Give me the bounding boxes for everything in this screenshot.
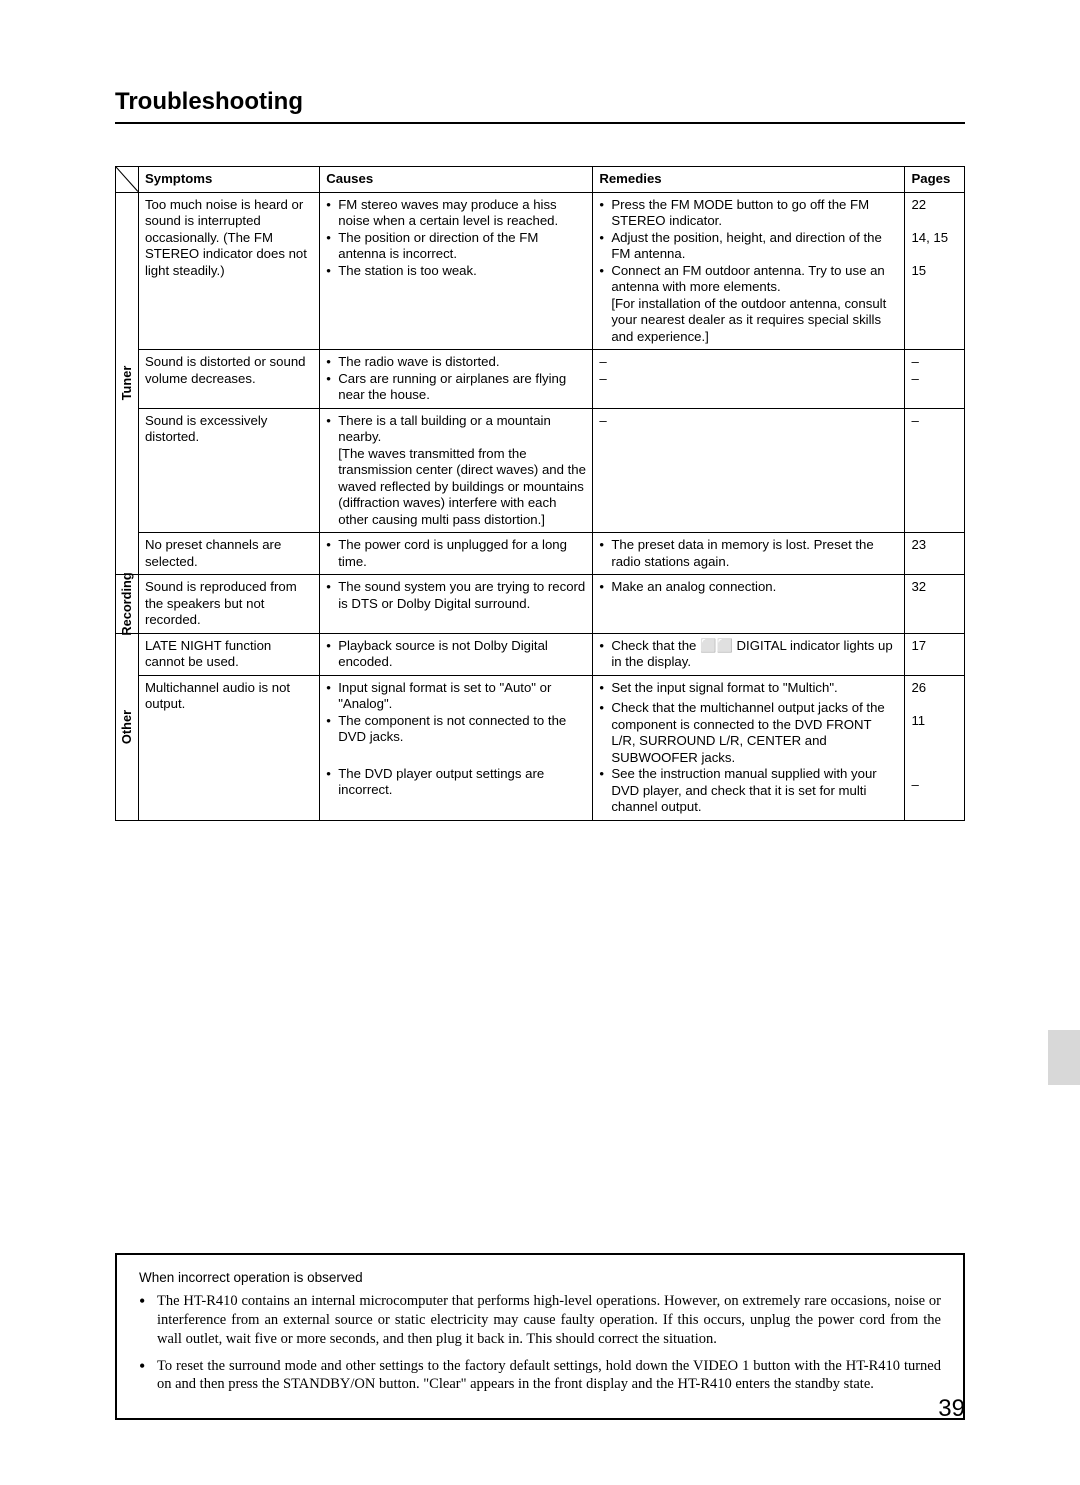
cause-cell: There is a tall building or a mountain n…	[320, 408, 593, 533]
page-title: Troubleshooting	[115, 88, 965, 124]
cause-cell: Input signal format is set to "Auto" or …	[320, 675, 593, 820]
table-header-row: Symptoms Causes Remedies Pages	[116, 167, 965, 193]
remedy-item: The preset data in memory is lost. Prese…	[611, 537, 898, 570]
cause-item: The power cord is unplugged for a long t…	[338, 537, 586, 570]
cause-item: Cars are running or airplanes are flying…	[338, 371, 586, 404]
cause-cell: The radio wave is distorted. Cars are ru…	[320, 350, 593, 409]
page-ref: 15	[911, 263, 958, 280]
cause-cell: FM stereo waves may produce a hiss noise…	[320, 192, 593, 350]
pages-cell: –	[905, 408, 965, 533]
table-row: No preset channels are selected. The pow…	[116, 533, 965, 575]
remedy-cell: Make an analog connection.	[593, 575, 905, 634]
table-row: Other LATE NIGHT function cannot be used…	[116, 633, 965, 675]
remedy-cell: –	[593, 408, 905, 533]
page-ref: 22	[911, 197, 958, 214]
cause-item: The radio wave is distorted.	[338, 354, 586, 371]
note-item: The HT-R410 contains an internal microco…	[157, 1292, 941, 1349]
diag-header-cell	[116, 167, 139, 193]
cause-cell: Playback source is not Dolby Digital enc…	[320, 633, 593, 675]
remedy-cell: Set the input signal format to "Multich"…	[593, 675, 905, 820]
remedy-cell: Check that the ⬜⬜ DIGITAL indicator ligh…	[593, 633, 905, 675]
note-box: When incorrect operation is observed The…	[115, 1253, 965, 1421]
symptom-cell: Sound is reproduced from the speakers bu…	[138, 575, 319, 634]
table-row: Multichannel audio is not output. Input …	[116, 675, 965, 820]
page-ref: –	[911, 777, 958, 794]
symptom-cell: Sound is distorted or sound volume decre…	[138, 350, 319, 409]
troubleshooting-table: Symptoms Causes Remedies Pages Tuner Too…	[115, 166, 965, 821]
header-pages: Pages	[905, 167, 965, 193]
category-cell-tuner: Tuner	[116, 192, 139, 575]
symptom-cell: LATE NIGHT function cannot be used.	[138, 633, 319, 675]
page-ref: –	[911, 371, 958, 388]
category-cell-other: Other	[116, 633, 139, 820]
pages-cell: 17	[905, 633, 965, 675]
pages-cell: 32	[905, 575, 965, 634]
pages-cell: 26 11 –	[905, 675, 965, 820]
dash: –	[599, 354, 898, 371]
table-row: Sound is excessively distorted. There is…	[116, 408, 965, 533]
remedy-cell: Press the FM MODE button to go off the F…	[593, 192, 905, 350]
page-ref: 26	[911, 680, 958, 697]
note-box-title: When incorrect operation is observed	[139, 1269, 941, 1287]
cause-item: Playback source is not Dolby Digital enc…	[338, 638, 586, 671]
note-item: To reset the surround mode and other set…	[157, 1357, 941, 1395]
remedy-item: Check that the multichannel output jacks…	[611, 700, 898, 766]
remedy-item: Press the FM MODE button to go off the F…	[611, 197, 898, 230]
cause-item: The component is not connected to the DV…	[338, 713, 586, 746]
cause-cell: The sound system you are trying to recor…	[320, 575, 593, 634]
remedy-item: Check that the ⬜⬜ DIGITAL indicator ligh…	[611, 638, 898, 671]
page-ref: –	[911, 413, 958, 430]
cause-item: Input signal format is set to "Auto" or …	[338, 680, 586, 713]
remedy-item: Set the input signal format to "Multich"…	[611, 680, 898, 697]
remedy-cell: – –	[593, 350, 905, 409]
dash: –	[599, 371, 898, 388]
table-row: Recording Sound is reproduced from the s…	[116, 575, 965, 634]
symptom-cell: Too much noise is heard or sound is inte…	[138, 192, 319, 350]
remedy-item: Connect an FM outdoor antenna. Try to us…	[611, 263, 898, 346]
page-ref: –	[911, 354, 958, 371]
category-label-other: Other	[119, 709, 135, 743]
cause-item: The station is too weak.	[338, 263, 586, 280]
remedy-item: See the instruction manual supplied with…	[611, 766, 898, 816]
remedy-cell: The preset data in memory is lost. Prese…	[593, 533, 905, 575]
cause-item: The sound system you are trying to recor…	[338, 579, 586, 612]
pages-cell: 23	[905, 533, 965, 575]
header-causes: Causes	[320, 167, 593, 193]
page-ref: 14, 15	[911, 230, 958, 247]
side-tab	[1048, 1030, 1080, 1085]
cause-item: The DVD player output settings are incor…	[338, 766, 586, 799]
cause-item: There is a tall building or a mountain n…	[338, 413, 586, 529]
remedy-item: Make an analog connection.	[611, 579, 898, 596]
cause-item: The position or direction of the FM ante…	[338, 230, 586, 263]
cause-cell: The power cord is unplugged for a long t…	[320, 533, 593, 575]
symptom-cell: Sound is excessively distorted.	[138, 408, 319, 533]
table-row: Sound is distorted or sound volume decre…	[116, 350, 965, 409]
page-number: 39	[938, 1395, 965, 1423]
symptom-cell: Multichannel audio is not output.	[138, 675, 319, 820]
table-row: Tuner Too much noise is heard or sound i…	[116, 192, 965, 350]
category-label-tuner: Tuner	[119, 366, 135, 401]
pages-cell: 22 14, 15 15	[905, 192, 965, 350]
category-label-recording: Recording	[119, 572, 135, 635]
header-remedies: Remedies	[593, 167, 905, 193]
category-cell-recording: Recording	[116, 575, 139, 634]
cause-item: FM stereo waves may produce a hiss noise…	[338, 197, 586, 230]
dash: –	[599, 413, 898, 430]
symptom-cell: No preset channels are selected.	[138, 533, 319, 575]
pages-cell: – –	[905, 350, 965, 409]
page-ref: 11	[911, 713, 958, 730]
remedy-item: Adjust the position, height, and directi…	[611, 230, 898, 263]
header-symptoms: Symptoms	[138, 167, 319, 193]
